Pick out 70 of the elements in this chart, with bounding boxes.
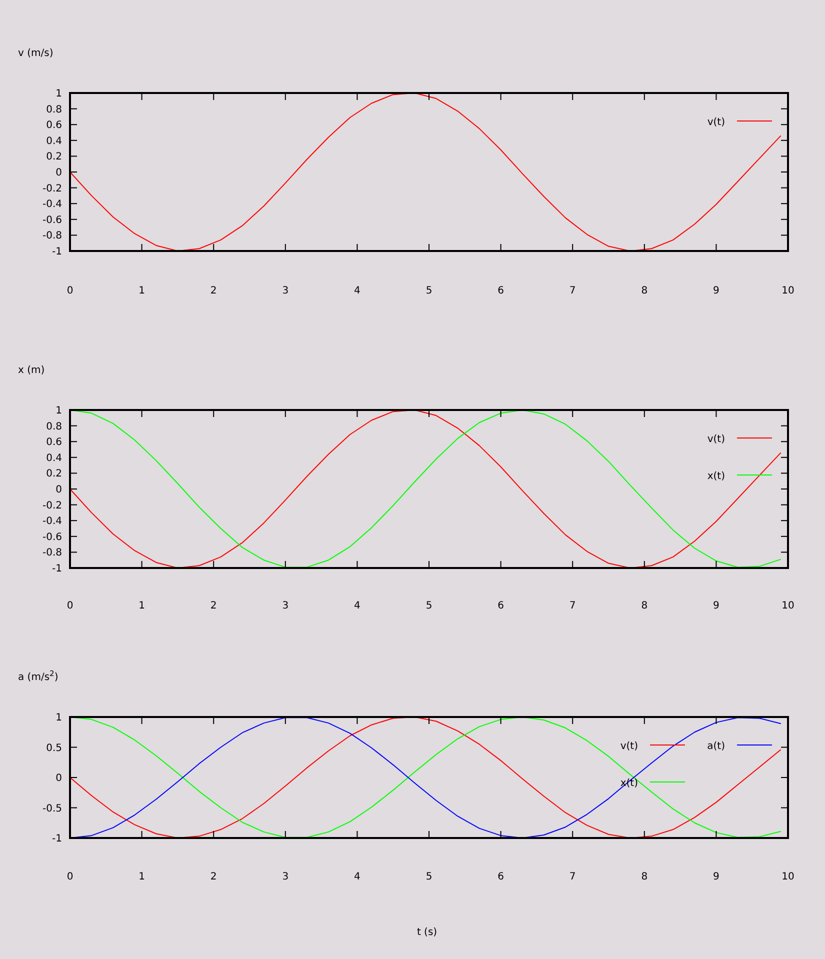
y-tick-label: -0.6 [42, 214, 62, 226]
y-tick-label: -0.2 [42, 183, 62, 194]
x-tick-label: 2 [210, 600, 217, 612]
y-tick-label: -1 [52, 834, 62, 844]
legend-label: v(t) [707, 117, 726, 128]
x-tick-label: 4 [354, 600, 360, 612]
x-tick-label: 0 [66, 600, 74, 612]
x-tick-label: 3 [282, 872, 289, 882]
x-tick-label: 6 [498, 286, 504, 296]
x-tick-label: 9 [713, 286, 720, 296]
y-tick-label: -0.4 [42, 516, 62, 528]
y-tick-label: 0.2 [46, 152, 62, 163]
y-tick-label: -0.8 [42, 548, 62, 559]
x-tick-label: 10 [782, 872, 794, 882]
y-tick-label: 0 [56, 168, 62, 178]
x-tick-label: 4 [354, 872, 360, 882]
x-tick-label: 6 [498, 600, 504, 612]
y-tick-label: 0.8 [46, 104, 62, 116]
y-tick-label: 0.6 [46, 120, 62, 132]
legend-label: a(t) [707, 741, 726, 752]
x-tick-label: 7 [569, 286, 576, 296]
x-tick-label: 3 [282, 286, 289, 296]
y-tick-label: -1 [52, 564, 62, 574]
x-tick-label: 1 [138, 286, 145, 296]
x-tick-label: 7 [569, 600, 576, 612]
y-axis-title: v (m/s) [18, 48, 54, 59]
x-tick-label: 9 [713, 872, 720, 882]
y-tick-label: 0 [56, 773, 62, 784]
x-tick-label: 9 [713, 600, 720, 612]
y-tick-label: -1 [52, 246, 62, 258]
x-tick-label: 8 [641, 872, 648, 882]
y-tick-label: 1 [56, 712, 62, 724]
x-axis-title: t (s) [416, 927, 438, 938]
y-tick-label: -0.8 [42, 230, 62, 242]
y-tick-label: 0 [56, 484, 62, 496]
x-tick-label: 10 [782, 600, 794, 612]
y-tick-label: -0.5 [42, 803, 62, 814]
x-tick-label: 6 [498, 872, 504, 882]
x-tick-label: 3 [282, 600, 289, 612]
x-tick-label: 5 [426, 600, 432, 612]
y-tick-label: 1 [56, 406, 62, 416]
line-series [70, 92, 782, 252]
y-axis-title: a (m/s$^{2}$) [18, 668, 58, 683]
legend-label: x(t) [707, 471, 726, 482]
x-tick-label: 1 [138, 872, 145, 882]
y-tick-label: 0.4 [46, 452, 62, 464]
x-tick-label: 5 [426, 872, 432, 882]
y-tick-label: -0.4 [42, 199, 62, 210]
x-tick-label: 0 [66, 872, 74, 882]
y-tick-label: -0.6 [42, 532, 62, 543]
legend-label: v(t) [707, 434, 726, 445]
x-tick-label: 0 [66, 286, 74, 296]
x-tick-label: 8 [641, 286, 648, 296]
x-tick-label: 8 [641, 600, 648, 612]
y-tick-label: 0.8 [46, 421, 62, 432]
x-tick-label: 2 [210, 872, 217, 882]
legend-label: v(t) [620, 741, 638, 752]
y-tick-label: 0.6 [46, 437, 62, 448]
x-tick-label: 5 [426, 286, 432, 296]
x-tick-label: 1 [138, 600, 145, 612]
y-tick-label: 1 [56, 88, 62, 100]
y-tick-label: -0.2 [42, 500, 62, 512]
x-tick-label: 10 [782, 286, 794, 296]
x-tick-label: 4 [354, 286, 360, 296]
y-axis-title: x (m) [18, 365, 45, 376]
y-tick-label: 0.5 [46, 742, 62, 754]
y-tick-label: 0.4 [46, 136, 62, 147]
x-tick-label: 7 [569, 872, 576, 882]
x-tick-label: 2 [210, 286, 217, 296]
y-tick-label: 0.2 [46, 468, 62, 480]
